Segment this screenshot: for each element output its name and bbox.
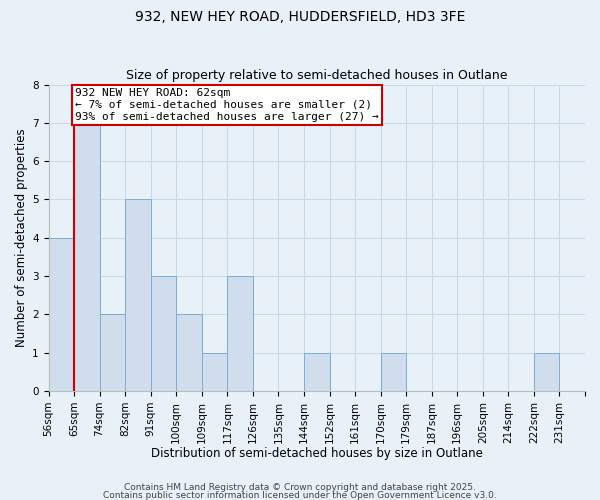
- Text: Contains HM Land Registry data © Crown copyright and database right 2025.: Contains HM Land Registry data © Crown c…: [124, 484, 476, 492]
- Bar: [534, 352, 559, 391]
- Bar: [227, 276, 253, 391]
- Bar: [49, 238, 74, 391]
- Bar: [202, 352, 227, 391]
- Text: 932 NEW HEY ROAD: 62sqm
← 7% of semi-detached houses are smaller (2)
93% of semi: 932 NEW HEY ROAD: 62sqm ← 7% of semi-det…: [76, 88, 379, 122]
- Bar: [304, 352, 329, 391]
- Bar: [100, 314, 125, 391]
- Title: Size of property relative to semi-detached houses in Outlane: Size of property relative to semi-detach…: [126, 69, 508, 82]
- Bar: [125, 200, 151, 391]
- Bar: [151, 276, 176, 391]
- X-axis label: Distribution of semi-detached houses by size in Outlane: Distribution of semi-detached houses by …: [151, 447, 482, 460]
- Bar: [74, 123, 100, 391]
- Text: 932, NEW HEY ROAD, HUDDERSFIELD, HD3 3FE: 932, NEW HEY ROAD, HUDDERSFIELD, HD3 3FE: [135, 10, 465, 24]
- Text: Contains public sector information licensed under the Open Government Licence v3: Contains public sector information licen…: [103, 490, 497, 500]
- Y-axis label: Number of semi-detached properties: Number of semi-detached properties: [15, 128, 28, 347]
- Bar: [380, 352, 406, 391]
- Bar: [176, 314, 202, 391]
